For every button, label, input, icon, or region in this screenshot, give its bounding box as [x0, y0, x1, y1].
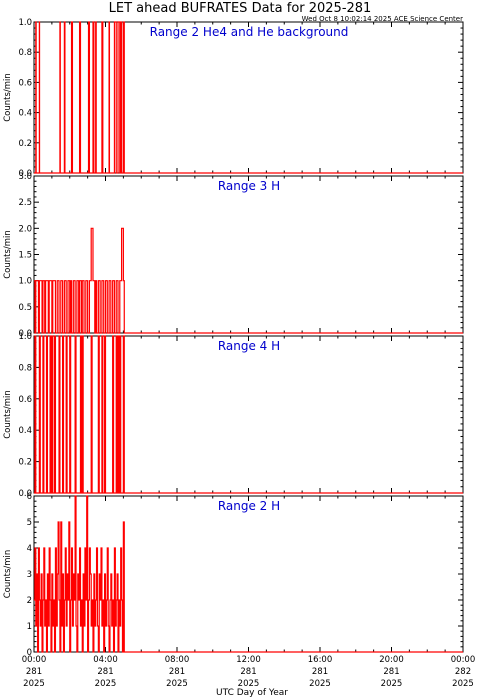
y-tick-label: 0.6: [18, 395, 32, 405]
x-tick-label-doy: 281: [383, 667, 399, 677]
generation-timestamp: Wed Oct 8 10:02:14 2025 ACE Science Cent…: [302, 15, 463, 23]
x-tick-label-time: 20:00: [379, 655, 404, 665]
panel-title: Range 3 H: [218, 179, 280, 193]
y-axis-label: Counts/min: [3, 230, 13, 279]
panel-frame: [33, 21, 464, 174]
y-tick-label: 3: [27, 570, 32, 580]
y-tick-label: 3.0: [18, 172, 32, 182]
data-series-1: [34, 21, 463, 174]
panels: 0.0 0.2 0.4 0.6 0.8 1.0 Counts/min Range 2 He4 …: [3, 18, 475, 689]
data-series-1: [34, 335, 463, 494]
y-tick-label: 4: [27, 544, 32, 554]
y-tick-label: 0.2: [18, 458, 32, 468]
panel-title: Range 2 H: [218, 499, 280, 513]
x-tick-label-time: 08:00: [165, 655, 190, 665]
x-tick-label-year: 2025: [23, 679, 45, 689]
x-tick-label-doy: 282: [455, 667, 471, 677]
panel-2: 0.0 0.5 1.0 1.5 2.0 2.5 3.0 Counts/min Range 3 H: [3, 172, 464, 339]
x-tick-label-time: 00:00: [451, 655, 476, 665]
x-tick-label-doy: 281: [312, 667, 328, 677]
y-tick-label: 2.5: [18, 198, 32, 208]
y-tick-label: 5: [27, 518, 32, 528]
y-axis-label: Counts/min: [3, 390, 13, 439]
x-tick-label-time: 12:00: [236, 655, 261, 665]
panel-1: 0.0 0.2 0.4 0.6 0.8 1.0 Counts/min Range 2 He4 …: [3, 18, 464, 179]
x-tick-label-year: 2025: [95, 679, 117, 689]
y-axis-label: Counts/min: [3, 73, 13, 122]
figure-title: LET ahead BUFRATES Data for 2025-281: [109, 1, 372, 16]
x-tick-label-doy: 281: [26, 667, 42, 677]
y-tick-label: 6: [27, 492, 32, 502]
y-tick-label: 0.0: [18, 329, 32, 339]
y-tick-label: 1.0: [18, 277, 32, 287]
x-tick-label-year: 2025: [452, 679, 474, 689]
y-tick-label: 0.2: [18, 139, 32, 149]
y-tick-label: 0.5: [18, 303, 32, 313]
y-tick-label: 0.4: [18, 426, 32, 436]
y-tick-label: 2.0: [18, 224, 32, 234]
y-tick-label: 0.8: [18, 363, 32, 373]
y-tick-label: 0.4: [18, 109, 32, 119]
y-tick-label: 0: [27, 648, 32, 658]
y-tick-label: 0.6: [18, 78, 32, 88]
x-tick-label-year: 2025: [381, 679, 403, 689]
y-tick-label: 0.0: [18, 169, 32, 179]
data-series-1: [34, 227, 463, 334]
y-tick-label: 1: [27, 622, 32, 632]
y-axis-label: Counts/min: [3, 550, 13, 599]
x-axis-label: UTC Day of Year: [216, 688, 288, 698]
x-tick-label-doy: 281: [240, 667, 256, 677]
x-tick-label-year: 2025: [309, 679, 331, 689]
y-tick-label: 2: [27, 596, 32, 606]
data-series-1: [34, 495, 463, 653]
y-tick-label: 1.5: [18, 251, 32, 261]
y-tick-label: 1.0: [18, 332, 32, 342]
x-tick-label-doy: 281: [169, 667, 185, 677]
x-tick-label-year: 2025: [166, 679, 188, 689]
panel-title: Range 4 H: [218, 339, 280, 353]
y-tick-label: 0.8: [18, 48, 32, 58]
y-tick-label: 1.0: [18, 18, 32, 28]
x-tick-label-time: 04:00: [93, 655, 118, 665]
y-tick-label: 0.0: [18, 489, 32, 499]
x-tick-label-time: 16:00: [308, 655, 333, 665]
x-tick-label-year: 2025: [238, 679, 260, 689]
panel-4: 0 1 2 3 4 5 6 Counts/min Range 2 H: [3, 492, 464, 658]
x-tick-label-doy: 281: [97, 667, 113, 677]
x-tick-label-time: 00:00: [22, 655, 47, 665]
panel-3: 0.0 0.2 0.4 0.6 0.8 1.0 Counts/min Range 4 H: [3, 332, 464, 499]
panel-title: Range 2 He4 and He background: [150, 25, 349, 39]
